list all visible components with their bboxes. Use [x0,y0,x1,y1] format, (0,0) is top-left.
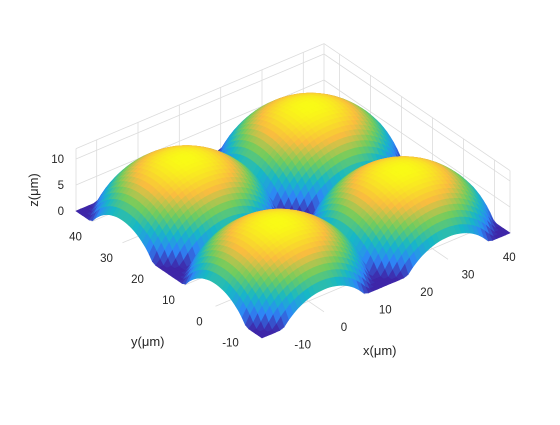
z-axis-label: z(μm) [26,173,41,206]
x-tick-label: 10 [379,304,392,316]
x-tick-label: -10 [294,339,311,351]
y-tick-label: -10 [222,337,239,349]
x-tick-label: 20 [420,287,433,299]
y-tick-label: 30 [100,253,113,265]
x-axis-label: x(μm) [363,343,396,358]
y-tick-label: 10 [162,295,175,307]
z-tick-label: 10 [51,154,64,166]
z-tick-label: 5 [58,180,64,192]
z-tick-label: 0 [58,206,64,218]
y-tick-label: 20 [131,274,144,286]
y-tick-label: 40 [69,232,82,244]
x-tick-label: 40 [503,252,516,264]
surface-mesh [76,93,510,338]
x-tick-label: 0 [341,322,347,334]
y-axis-label: y(μm) [131,334,164,349]
x-tick-label: 30 [462,269,475,281]
y-tick-label: 0 [196,316,202,328]
